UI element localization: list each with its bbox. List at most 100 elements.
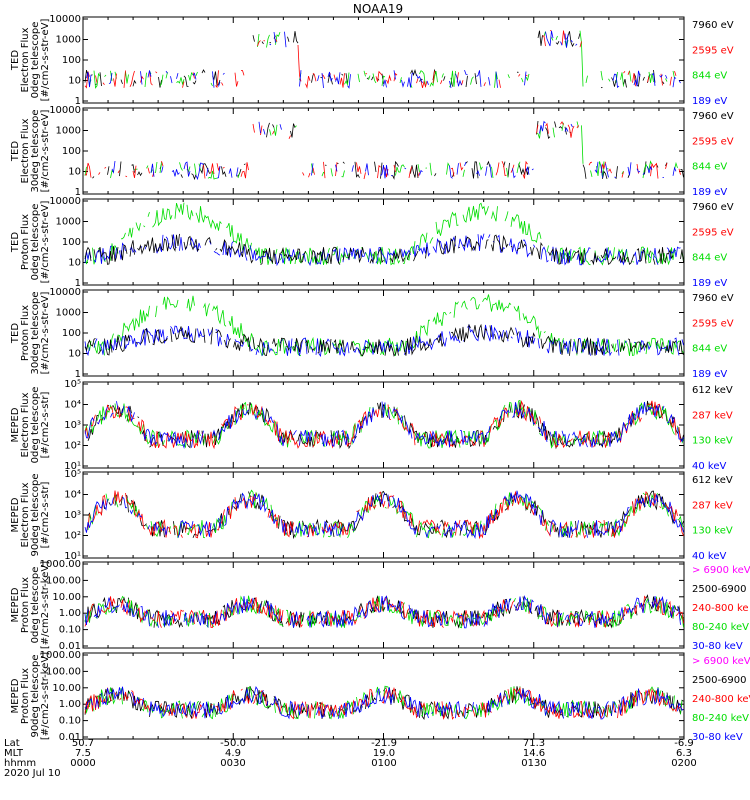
y-tick-label: 10² (64, 531, 81, 542)
legend-entry: 240-800 ke (692, 603, 749, 614)
y-axis-label: Proton Flux (20, 668, 31, 724)
y-axis-label: 90deg telescope (30, 654, 41, 737)
y-tick-label: 1 (75, 278, 81, 289)
y-axis-label: MEPED (10, 407, 21, 442)
footer-tick-mlt: 7.5 (75, 748, 91, 759)
footer-tick-mlt: 19.0 (373, 748, 395, 759)
y-tick-label: 10 (68, 349, 81, 360)
panel-1: 10000 1000 100 10 1 TED Electron Flux 0deg tele… (10, 14, 734, 107)
y-axis-label: 0deg telescope (30, 567, 41, 644)
y-tick-label: 1000 (56, 217, 81, 228)
y-tick-label: 1.00 (59, 608, 81, 619)
legend-entry: 40 keV (692, 461, 726, 472)
y-axis-label: Electron Flux (20, 392, 31, 457)
series-trace-black (84, 233, 684, 266)
y-axis-label: MEPED (10, 678, 21, 713)
y-axis-label: [#/cm2-s-str-keV] (40, 652, 51, 740)
y-tick-label: 10000 (49, 287, 81, 298)
y-tick-label: 10000 (49, 196, 81, 207)
legend-entry: 189 eV (692, 187, 727, 198)
series-trace-black (84, 323, 684, 357)
legend-entry: 189 eV (692, 96, 727, 107)
legend-entry: 2500-6900 (692, 675, 747, 686)
y-tick-label: 10¹ (64, 551, 81, 562)
y-tick-label: 10² (64, 441, 81, 452)
y-axis-label: 90deg telescope (30, 473, 41, 556)
y-tick-label: 1000.00 (40, 559, 81, 570)
y-tick-label: 100 (62, 237, 81, 248)
legend-entry: 2595 eV (692, 227, 734, 238)
panel-4: 10000 1000 100 10 1 TED Proton Flux 30deg teles… (10, 287, 734, 380)
footer-row-label: hhmm (4, 758, 36, 769)
panel-5: 10⁵ 10⁴ 10³ 10² 10¹ MEPED Electron Flux 0deg te… (10, 379, 733, 472)
footer-tick-mlt: 4.9 (225, 748, 241, 759)
y-axis-label: [#/cm2-s-str] (40, 391, 51, 458)
y-tick-label: 10⁴ (64, 490, 81, 501)
footer-tick-hhmm: 0200 (671, 758, 696, 769)
legend-entry: > 6900 keV (692, 656, 750, 667)
y-tick-label: 10 (68, 76, 81, 87)
y-axis-label: 0deg telescope (30, 22, 41, 99)
y-tick-label: 1000 (56, 308, 81, 319)
y-axis-label: Proton Flux (20, 305, 31, 361)
plot-frame (82, 381, 685, 469)
y-tick-label: 1 (75, 96, 81, 107)
y-tick-label: 100 (62, 146, 81, 157)
footer-tick-mlt: 14.6 (523, 748, 545, 759)
y-axis-label: [#/cm2-s-str-eV] (40, 201, 51, 284)
y-tick-label: 10.00 (52, 592, 81, 603)
footer-tick-lat: -6.9 (674, 738, 694, 749)
y-tick-label: 10000 (49, 105, 81, 116)
footer-tick-hhmm: 0000 (70, 758, 95, 769)
legend-entry: 80-240 keV (692, 713, 749, 724)
legend-entry: 612 keV (692, 475, 733, 486)
legend-entry: 189 eV (692, 278, 727, 289)
plot-frame (82, 471, 685, 559)
figure-title: NOAA19 (353, 2, 403, 16)
footer-tick-lat: 71.3 (523, 738, 545, 749)
plot-frame (82, 16, 685, 104)
series-trace-black (85, 31, 684, 88)
footer-tick-lat: -50.0 (220, 738, 246, 749)
y-axis-label: [#/cm2-s-str-eV] (40, 292, 51, 375)
y-axis-label: MEPED (10, 497, 21, 532)
legend-entry: 287 keV (692, 410, 733, 421)
y-tick-label: 10³ (64, 420, 81, 431)
y-axis-label: TED (10, 50, 21, 71)
y-tick-label: 1 (75, 369, 81, 380)
series-trace-green (87, 30, 675, 89)
y-axis-label: MEPED (10, 587, 21, 622)
y-tick-label: 100.00 (46, 575, 81, 586)
y-axis-label: 30deg telescope (30, 109, 41, 192)
y-tick-label: 10⁵ (64, 469, 81, 480)
y-tick-label: 1000 (56, 35, 81, 46)
footer-tick-hhmm: 0130 (521, 758, 546, 769)
legend-entry: 7960 eV (692, 293, 734, 304)
y-axis-label: 30deg telescope (30, 291, 41, 374)
legend-entry: 130 keV (692, 526, 733, 537)
y-tick-label: 0.01 (59, 641, 81, 652)
series-trace-blue (84, 490, 684, 540)
y-axis-label: TED (10, 323, 21, 344)
y-axis-label: Electron Flux (20, 118, 31, 183)
panel-2: 10000 1000 100 10 1 TED Electron Flux 30deg tel… (10, 105, 734, 198)
footer-tick-hhmm: 0100 (371, 758, 396, 769)
footer-row-label: Lat (4, 738, 20, 749)
legend-entry: 130 keV (692, 436, 733, 447)
series-trace-blue (84, 595, 681, 629)
legend-entry: > 6900 keV (692, 565, 750, 576)
series-trace-green (84, 202, 684, 266)
footer-tick-lat: -21.9 (371, 738, 397, 749)
y-axis-label: 0deg telescope (30, 204, 41, 281)
y-tick-label: 100.00 (46, 666, 81, 677)
y-tick-label: 10¹ (64, 461, 81, 472)
y-axis-label: Proton Flux (20, 577, 31, 633)
series-trace-blue (84, 324, 684, 357)
y-tick-label: 100 (62, 328, 81, 339)
y-axis-label: 0deg telescope (30, 387, 41, 464)
panel-8: 1000.00 100.00 10.00 1.00 0.10 0.01 MEPED Proto… (10, 650, 750, 743)
y-tick-label: 10.00 (52, 683, 81, 694)
legend-entry: 2500-6900 (692, 584, 747, 595)
y-tick-label: 1.00 (59, 699, 81, 710)
